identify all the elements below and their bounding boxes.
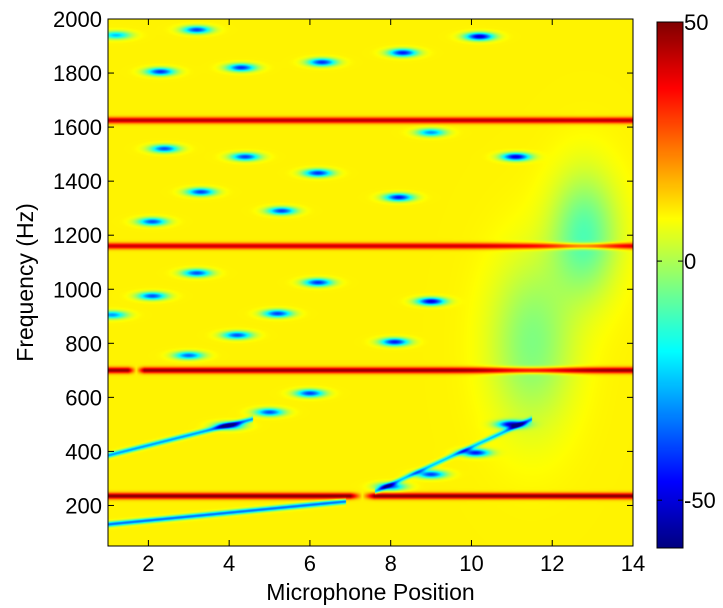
y-tick-label: 1800 (53, 61, 102, 86)
heatmap-cells (108, 19, 633, 546)
heatmap-plot: 2 4 6 8 10 12 14 200 400 600 800 1000 1200 1400 1600 1… (12, 7, 645, 605)
colorbar: -50 0 50 (656, 10, 716, 549)
colorbar-ticks: -50 0 50 (657, 10, 716, 513)
x-tick-label: 10 (459, 551, 483, 576)
x-tick-label: 8 (385, 551, 397, 576)
colorbar-tick-label: 0 (684, 249, 696, 274)
x-axis-label: Microphone Position (266, 579, 474, 605)
y-tick-label: 200 (65, 493, 102, 518)
y-tick-label: 400 (65, 439, 102, 464)
x-tick-label: 2 (142, 551, 154, 576)
y-axis-label: Frequency (Hz) (12, 203, 38, 361)
y-tick-label: 1400 (53, 169, 102, 194)
x-tick-label: 12 (540, 551, 564, 576)
colorbar-tick-label: 50 (684, 10, 708, 35)
y-tick-label: 1600 (53, 115, 102, 140)
plot-frame (107, 18, 634, 547)
x-tick-label: 14 (621, 551, 645, 576)
y-tick-label: 1200 (53, 223, 102, 248)
x-tick-label: 4 (223, 551, 235, 576)
colorbar-frame (656, 21, 684, 549)
x-axis-ticks: 2 4 6 8 10 12 14 (142, 19, 645, 576)
y-tick-label: 600 (65, 385, 102, 410)
y-tick-label: 800 (65, 331, 102, 356)
y-tick-label: 1000 (53, 277, 102, 302)
colorbar-tick-label: -50 (684, 488, 716, 513)
y-axis-ticks: 200 400 600 800 1000 1200 1400 1600 1800 2000 (53, 7, 633, 518)
x-tick-label: 6 (304, 551, 316, 576)
colorbar-gradient (657, 22, 683, 548)
y-tick-label: 2000 (53, 7, 102, 32)
